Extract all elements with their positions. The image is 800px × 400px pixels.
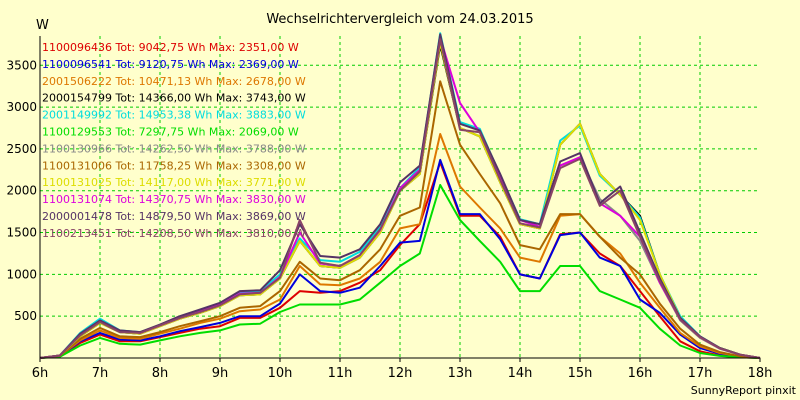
x-tick-label: 18h — [748, 366, 773, 381]
x-tick-label: 6h — [32, 366, 49, 381]
x-tick-label: 10h — [268, 366, 293, 381]
series-line-6 — [39, 184, 761, 359]
x-tick-label: 12h — [388, 366, 413, 381]
y-tick-label: 1500 — [6, 226, 37, 240]
legend-entry: 1100096541 Tot: 9120,75 Wh Max: 2369,00 … — [42, 58, 299, 71]
y-tick-label: 2000 — [6, 184, 37, 198]
legend-entry: 1100096436 Tot: 9042,75 Wh Max: 2351,00 … — [42, 41, 299, 54]
x-tick-label: 15h — [568, 366, 593, 381]
legend-entry: 1100131025 Tot: 14117,00 Wh Max: 3771,00… — [42, 176, 306, 189]
legend-entry: 1100130966 Tot: 14262,50 Wh Max: 3788,00… — [42, 142, 306, 155]
series-lines — [39, 32, 761, 359]
y-tick-label: 2500 — [6, 142, 37, 156]
legend-entry: 1100131074 Tot: 14370,75 Wh Max: 3830,00… — [42, 193, 306, 206]
legend-entry: 1100213451 Tot: 14208,50 Wh Max: 3810,00… — [42, 227, 306, 240]
credit-label: SunnyReport pinxit — [691, 384, 797, 397]
y-tick-label: 1000 — [6, 267, 37, 281]
legend-entry: 1100129553 Tot: 7297,75 Wh Max: 2069,00 … — [42, 126, 299, 139]
series-line-12 — [39, 38, 761, 359]
y-tick-label: 500 — [14, 309, 37, 323]
x-axis-ticks: 6h 7h 8h 9h 10h 11h 12h 13h 14h 15h 16h 17h 18h — [32, 358, 773, 381]
x-tick-label: 11h — [328, 366, 353, 381]
plot-area — [40, 36, 760, 358]
x-tick-label: 8h — [152, 366, 169, 381]
x-tick-label: 17h — [688, 366, 713, 381]
grid-lines — [40, 36, 760, 358]
x-tick-label: 7h — [92, 366, 109, 381]
series-line-2 — [39, 158, 761, 359]
y-tick-label: 3500 — [6, 58, 37, 72]
legend: 1100096436 Tot: 9042,75 Wh Max: 2351,00 … — [42, 41, 306, 240]
series-line-3 — [39, 133, 761, 359]
legend-entry: 2001149992 Tot: 14953,38 Wh Max: 3883,00… — [42, 109, 306, 122]
x-tick-label: 14h — [508, 366, 533, 381]
chart-title: Wechselrichtervergleich vom 24.03.2015 — [266, 12, 533, 27]
x-tick-label: 13h — [448, 366, 473, 381]
series-line-8 — [39, 80, 761, 359]
y-axis-ticks: 500 1000 1500 2000 2500 3000 3500 — [6, 58, 37, 323]
legend-entry: 1100131006 Tot: 11758,25 Wh Max: 3308,00… — [42, 159, 306, 172]
x-tick-label: 9h — [212, 366, 229, 381]
x-tick-label: 16h — [628, 366, 653, 381]
legend-entry: 2001506222 Tot: 10471,13 Wh Max: 2678,00… — [42, 75, 306, 88]
legend-entry: 2000001478 Tot: 14879,50 Wh Max: 3869,00… — [42, 210, 306, 223]
y-axis-unit: W — [36, 18, 49, 33]
y-tick-label: 3000 — [6, 100, 37, 114]
legend-entry: 2000154799 Tot: 14366,00 Wh Max: 3743,00… — [42, 92, 306, 105]
